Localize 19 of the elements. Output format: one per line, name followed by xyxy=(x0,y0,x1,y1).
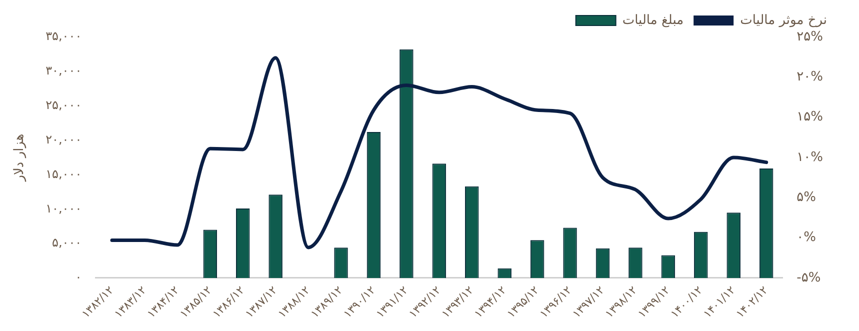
y2-tick-label: ۲۵% xyxy=(796,29,824,44)
legend-label: نرخ موثر مالیات xyxy=(740,12,828,28)
y-tick-label: ۲۵,۰۰۰ xyxy=(46,98,82,112)
y-tick-label: ۳۰,۰۰۰ xyxy=(46,64,82,78)
y-tick-label: ۱۵,۰۰۰ xyxy=(46,166,82,181)
y-tick-label: ۵,۰۰۰ xyxy=(52,236,82,250)
y-tick-label: ۱۰,۰۰۰ xyxy=(46,201,82,216)
y2-tick-label: ۵% xyxy=(796,190,816,206)
y-tick-label: ۰ xyxy=(75,270,82,284)
y-axis-title: هزار دلار xyxy=(12,134,28,182)
y-tick-label: ۳۵,۰۰۰ xyxy=(46,29,82,44)
y2-tick-label: ۱۰% xyxy=(796,150,824,165)
y2-tick-label: ۰% xyxy=(796,230,816,246)
y2-tick-label: ۱۵% xyxy=(796,110,824,125)
legend-label: مبلغ مالیات xyxy=(622,12,684,28)
y2-tick-label: -۵% xyxy=(796,270,821,286)
line-series xyxy=(110,56,768,250)
y2-tick-label: ۲۰% xyxy=(796,70,824,85)
y-tick-label: ۲۰,۰۰۰ xyxy=(46,132,82,146)
